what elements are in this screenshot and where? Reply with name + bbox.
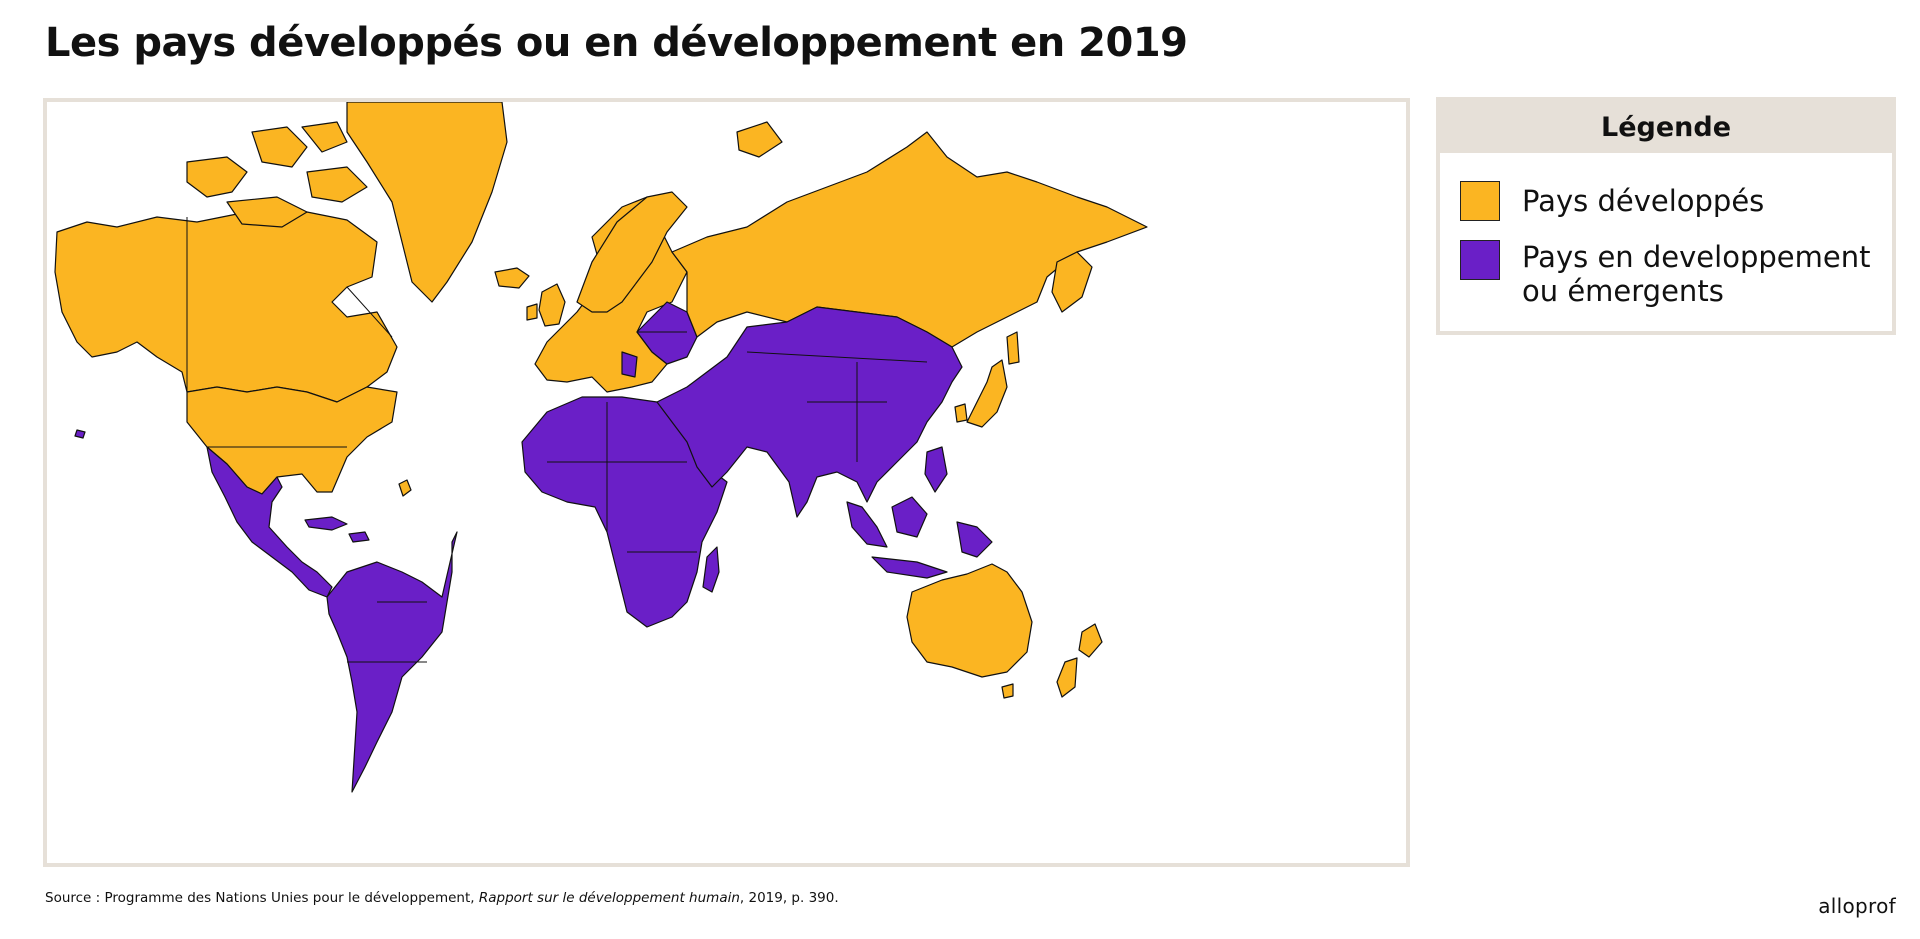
legend-label-developing-line2: ou émergents <box>1522 274 1724 308</box>
legend-item-developed: Pays développés <box>1460 181 1882 221</box>
region-eastern-europe-emerging <box>621 301 698 378</box>
map-legend: Légende Pays développés Pays en developp… <box>1436 97 1896 335</box>
brand-logo: alloprof <box>1818 894 1896 918</box>
swatch-developed <box>1460 181 1500 221</box>
swatch-developing <box>1460 240 1500 280</box>
legend-label-developing: Pays en developpement ou émergents <box>1522 240 1882 308</box>
legend-item-developing: Pays en developpement ou émergents <box>1460 240 1882 308</box>
region-tasmania <box>1001 683 1014 699</box>
source-suffix: , 2019, p. 390. <box>739 890 839 906</box>
region-japan <box>954 359 1008 428</box>
region-novaya-zemlya <box>736 121 783 158</box>
region-australia <box>906 563 1033 678</box>
source-publication: Rapport sur le développement humain <box>478 890 740 906</box>
region-caribbean <box>74 429 370 543</box>
map-title: Les pays développés ou en développement … <box>45 20 1188 66</box>
legend-heading: Légende <box>1440 101 1892 153</box>
region-iceland <box>494 267 530 289</box>
region-french-guiana <box>398 479 412 497</box>
region-canada-alaska <box>54 211 398 403</box>
map-borders <box>186 217 928 663</box>
region-kamchatka <box>1006 251 1093 365</box>
region-madagascar <box>702 546 720 593</box>
region-africa <box>521 396 728 628</box>
source-note: Source : Programme des Nations Unies pou… <box>45 890 839 906</box>
legend-label-developed: Pays développés <box>1522 184 1765 218</box>
region-greenland <box>346 102 508 303</box>
region-southeast-asia-islands <box>846 446 993 579</box>
legend-label-developing-line1: Pays en developpement <box>1522 240 1871 274</box>
world-map <box>43 98 1410 867</box>
region-scandinavia <box>576 191 688 313</box>
region-arctic-islands <box>186 121 368 228</box>
world-map-svg <box>54 102 1148 793</box>
region-new-zealand <box>1056 623 1103 698</box>
region-russia <box>671 131 1148 348</box>
region-mexico-central-america <box>206 446 333 598</box>
region-british-isles <box>526 283 566 327</box>
source-prefix: Source : Programme des Nations Unies pou… <box>45 890 479 906</box>
